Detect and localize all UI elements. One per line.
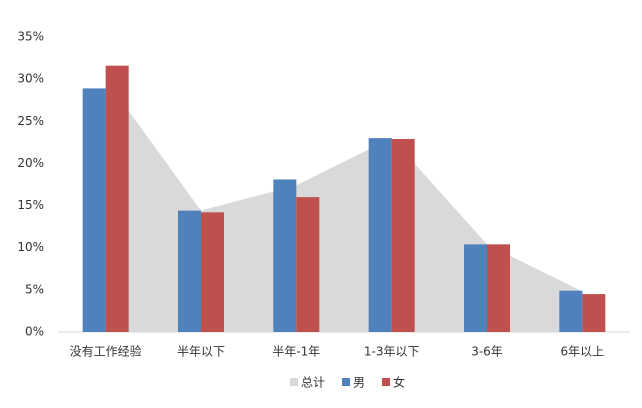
bar	[105, 65, 129, 333]
y-tick-label: 20%	[17, 156, 44, 170]
legend-label: 男	[353, 376, 365, 390]
x-tick-label: 半年以下	[177, 345, 225, 359]
x-tick-label: 1-3年以下	[364, 345, 420, 359]
bar	[464, 244, 487, 332]
x-tick-label: 半年-1年	[272, 345, 320, 359]
legend-label: 女	[393, 375, 405, 390]
legend-label: 总计	[301, 376, 325, 390]
y-tick-label: 15%	[17, 198, 44, 212]
bar	[296, 197, 320, 332]
bar	[368, 138, 392, 332]
bar	[559, 290, 583, 332]
y-tick-label: 0%	[25, 325, 44, 339]
y-tick-label: 5%	[25, 282, 44, 296]
area	[105, 79, 583, 333]
bar	[391, 138, 415, 332]
y-tick-label: 35%	[17, 30, 44, 44]
bar	[178, 210, 201, 332]
x-tick-label: 6年以上	[561, 345, 605, 359]
y-tick-label: 30%	[17, 72, 44, 86]
bar	[582, 294, 606, 332]
x-tick-label: 没有工作经验	[70, 344, 142, 359]
y-tick-label: 25%	[17, 114, 44, 128]
x-tick-label: 3-6年	[471, 345, 503, 359]
legend-marker	[290, 378, 298, 386]
bar	[487, 244, 510, 332]
bar	[273, 179, 297, 332]
bar	[201, 212, 224, 332]
y-tick-label: 10%	[17, 240, 44, 254]
bar	[82, 88, 106, 333]
legend-marker	[342, 378, 351, 386]
legend-marker	[382, 378, 391, 386]
